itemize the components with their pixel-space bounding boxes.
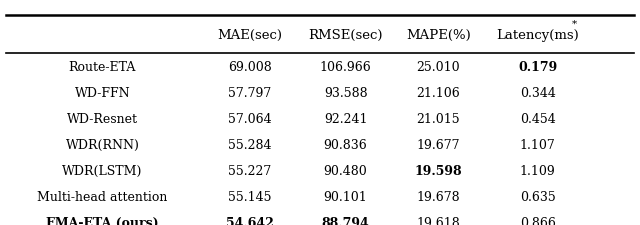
Text: Route-ETA: Route-ETA (68, 61, 136, 73)
Text: 54.642: 54.642 (226, 216, 273, 225)
Text: *: * (572, 19, 577, 28)
Text: 93.588: 93.588 (324, 86, 367, 99)
Text: 19.677: 19.677 (417, 138, 460, 151)
Text: 19.618: 19.618 (417, 216, 460, 225)
Text: Multi-head attention: Multi-head attention (37, 190, 168, 203)
Text: 69.008: 69.008 (228, 61, 271, 73)
Text: Latency(ms): Latency(ms) (496, 28, 579, 41)
Text: 0.454: 0.454 (520, 112, 556, 125)
Text: 106.966: 106.966 (320, 61, 371, 73)
Text: 88.794: 88.794 (322, 216, 369, 225)
Text: MAE(sec): MAE(sec) (217, 28, 282, 41)
Text: WDR(RNN): WDR(RNN) (65, 138, 140, 151)
Text: WD-FFN: WD-FFN (75, 86, 130, 99)
Text: 90.101: 90.101 (324, 190, 367, 203)
Text: RMSE(sec): RMSE(sec) (308, 28, 383, 41)
Text: 57.797: 57.797 (228, 86, 271, 99)
Text: WD-Resnet: WD-Resnet (67, 112, 138, 125)
Text: 21.015: 21.015 (417, 112, 460, 125)
Text: WDR(LSTM): WDR(LSTM) (62, 164, 143, 177)
Text: MAPE(%): MAPE(%) (406, 28, 471, 41)
Text: 90.480: 90.480 (324, 164, 367, 177)
Text: 57.064: 57.064 (228, 112, 271, 125)
Text: 19.678: 19.678 (417, 190, 460, 203)
Text: 21.106: 21.106 (417, 86, 460, 99)
Text: 1.109: 1.109 (520, 164, 556, 177)
Text: 25.010: 25.010 (417, 61, 460, 73)
Text: 19.598: 19.598 (415, 164, 462, 177)
Text: 0.344: 0.344 (520, 86, 556, 99)
Text: 0.179: 0.179 (518, 61, 557, 73)
Text: FMA-ETA (ours): FMA-ETA (ours) (46, 216, 159, 225)
Text: 0.635: 0.635 (520, 190, 556, 203)
Text: 55.145: 55.145 (228, 190, 271, 203)
Text: 0.866: 0.866 (520, 216, 556, 225)
Text: 90.836: 90.836 (324, 138, 367, 151)
Text: 55.284: 55.284 (228, 138, 271, 151)
Text: 55.227: 55.227 (228, 164, 271, 177)
Text: 92.241: 92.241 (324, 112, 367, 125)
Text: 1.107: 1.107 (520, 138, 556, 151)
